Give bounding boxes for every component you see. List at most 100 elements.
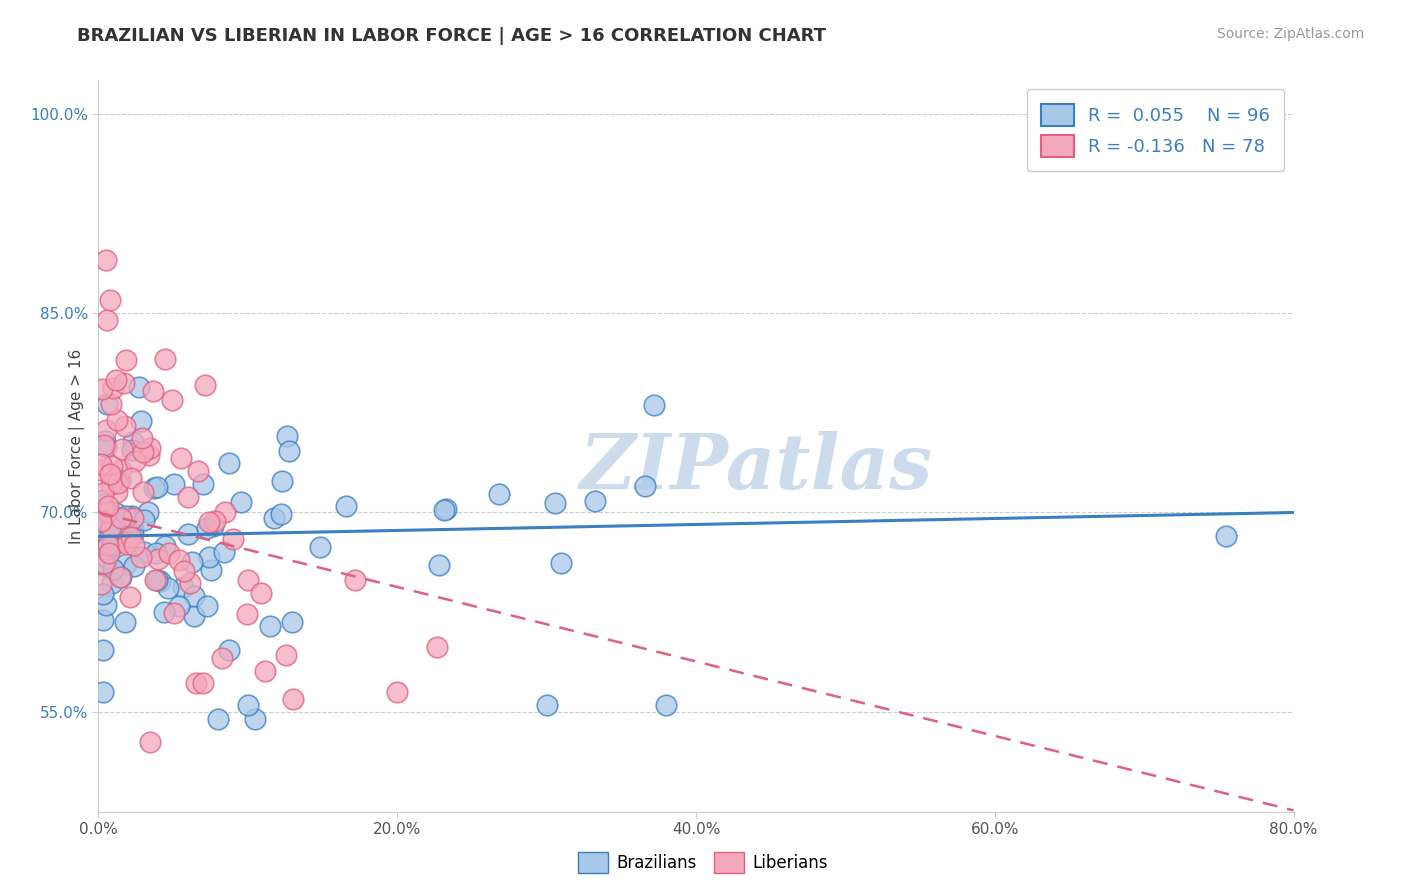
Point [101, 576, 124, 591]
Point [94, 252, 117, 267]
Point [132, 445, 155, 459]
Point [200, 563, 222, 577]
Point [112, 376, 135, 390]
Point [184, 676, 207, 690]
Point [201, 518, 224, 533]
Point [91, 587, 114, 601]
Point [90, 577, 112, 591]
Point [193, 675, 215, 690]
Point [236, 698, 259, 713]
Point [434, 502, 457, 516]
Point [583, 494, 606, 508]
Point [173, 564, 195, 578]
Point [218, 456, 240, 470]
Point [105, 372, 128, 386]
Point [91, 643, 114, 657]
Point [145, 546, 167, 560]
Y-axis label: In Labor Force | Age > 16: In Labor Force | Age > 16 [69, 349, 84, 543]
Point [143, 573, 166, 587]
Point [121, 435, 143, 450]
Point [132, 485, 155, 500]
Point [100, 467, 122, 481]
Point [115, 536, 138, 550]
Point [98, 293, 122, 307]
Point [114, 615, 136, 629]
Point [195, 520, 218, 534]
Point [1215, 529, 1237, 543]
Point [120, 529, 142, 543]
Text: ZIPatlas: ZIPatlas [579, 431, 932, 505]
Point [180, 555, 202, 569]
Point [197, 599, 219, 613]
Point [172, 580, 194, 594]
Point [100, 508, 122, 523]
Point [162, 393, 184, 408]
Point [214, 544, 236, 558]
Point [278, 443, 301, 458]
Point [93, 497, 115, 511]
Point [281, 691, 304, 706]
Point [170, 451, 193, 466]
Point [93, 486, 115, 500]
Point [100, 522, 122, 536]
Point [94, 598, 117, 612]
Point [104, 469, 127, 483]
Point [253, 664, 276, 678]
Point [153, 352, 176, 367]
Point [115, 353, 138, 368]
Point [207, 712, 229, 726]
Point [117, 529, 139, 543]
Point [93, 556, 115, 570]
Point [198, 549, 221, 564]
Point [97, 499, 120, 513]
Point [198, 515, 221, 529]
Point [97, 546, 120, 560]
Point [91, 382, 114, 396]
Point [157, 546, 180, 560]
Point [121, 509, 143, 524]
Point [218, 643, 240, 657]
Point [634, 479, 657, 493]
Point [536, 698, 558, 713]
Point [90, 514, 112, 528]
Point [98, 524, 121, 539]
Point [433, 503, 456, 517]
Point [274, 648, 297, 662]
Point [94, 423, 117, 437]
Point [122, 511, 145, 525]
Point [121, 522, 143, 536]
Point [96, 313, 118, 327]
Point [120, 590, 142, 604]
Legend: Brazilians, Liberians: Brazilians, Liberians [572, 846, 834, 880]
Point [114, 419, 136, 434]
Point [91, 523, 114, 537]
Point [163, 606, 186, 620]
Point [94, 440, 117, 454]
Point [309, 541, 332, 555]
Point [281, 615, 304, 629]
Point [138, 448, 160, 462]
Point [131, 431, 153, 445]
Point [148, 552, 170, 566]
Point [335, 500, 357, 514]
Point [236, 573, 259, 587]
Point [110, 442, 132, 457]
Point [124, 454, 146, 468]
Point [655, 698, 678, 713]
Point [183, 589, 205, 603]
Point [263, 511, 285, 525]
Point [142, 384, 165, 398]
Point [90, 457, 112, 471]
Point [245, 712, 267, 726]
Point [91, 504, 114, 518]
Point [122, 558, 145, 573]
Point [157, 581, 180, 595]
Point [643, 399, 665, 413]
Point [129, 550, 152, 565]
Point [91, 613, 114, 627]
Point [96, 507, 118, 521]
Point [385, 685, 409, 699]
Point [128, 379, 150, 393]
Point [115, 558, 138, 572]
Point [122, 526, 145, 541]
